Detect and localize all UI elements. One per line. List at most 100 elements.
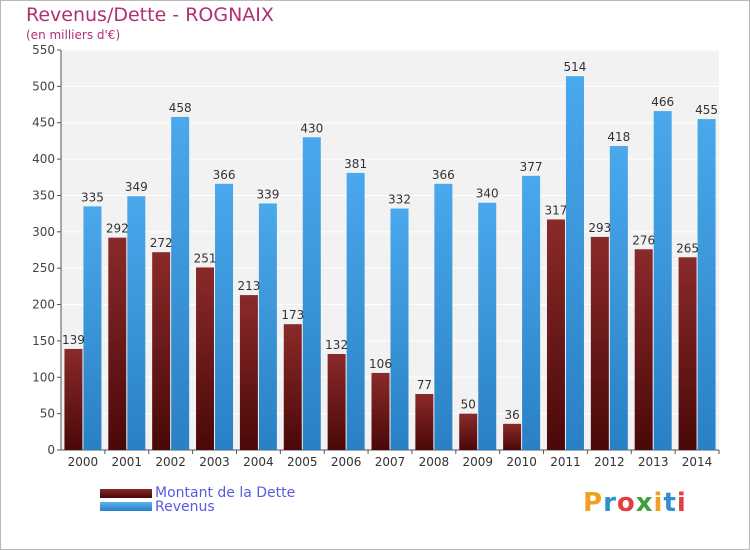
x-tick-label: 2014: [682, 455, 713, 469]
bar-dette: [327, 354, 346, 450]
bar-dette: [371, 372, 390, 450]
bar-dette: [634, 249, 653, 450]
data-label-revenus: 381: [344, 157, 367, 171]
bar-revenus: [258, 203, 277, 450]
x-tick-label: 2007: [375, 455, 406, 469]
data-label-dette: 213: [237, 279, 260, 293]
data-label-dette: 77: [417, 378, 432, 392]
y-tick-label: 0: [47, 443, 55, 457]
data-label-dette: 139: [62, 333, 85, 347]
data-label-revenus: 458: [169, 101, 192, 115]
bar-revenus: [127, 196, 146, 450]
data-label-dette: 36: [504, 408, 519, 422]
data-label-dette: 251: [194, 251, 217, 265]
x-tick-label: 2003: [199, 455, 230, 469]
bar-revenus: [171, 116, 190, 450]
y-tick-label: 250: [32, 261, 55, 275]
x-tick-label: 2012: [594, 455, 625, 469]
data-label-dette: 276: [632, 233, 655, 247]
data-label-revenus: 340: [476, 187, 499, 201]
data-label-dette: 173: [281, 308, 304, 322]
bar-dette: [590, 236, 609, 450]
bar-revenus: [215, 183, 234, 450]
bar-dette: [678, 257, 697, 450]
data-label-revenus: 335: [81, 190, 104, 204]
bar-dette: [239, 295, 258, 450]
data-label-revenus: 455: [695, 103, 718, 117]
data-label-revenus: 430: [300, 121, 323, 135]
data-label-dette: 292: [106, 222, 129, 236]
bar-revenus: [390, 208, 409, 450]
logo-letter: i: [653, 488, 664, 518]
x-tick-label: 2010: [506, 455, 537, 469]
data-label-revenus: 366: [432, 168, 455, 182]
x-tick-label: 2011: [550, 455, 581, 469]
x-tick-label: 2008: [419, 455, 450, 469]
data-label-revenus: 514: [564, 60, 587, 74]
bar-dette: [546, 219, 565, 450]
bar-revenus: [653, 111, 672, 450]
y-tick-label: 400: [32, 152, 55, 166]
bar-dette: [503, 423, 522, 450]
bar-revenus: [478, 202, 497, 450]
bar-revenus: [565, 76, 584, 450]
data-label-revenus: 377: [520, 160, 543, 174]
legend-label-dette: Montant de la Dette: [155, 485, 296, 501]
data-label-dette: 293: [588, 221, 611, 235]
logo-letter: t: [663, 488, 677, 518]
data-label-revenus: 339: [256, 187, 279, 201]
bar-revenus: [697, 119, 716, 450]
proxiti-logo: Proxiti: [583, 488, 687, 518]
logo-letter: o: [616, 488, 636, 518]
bar-dette: [415, 394, 434, 450]
y-tick-label: 50: [40, 407, 55, 421]
bar-revenus: [302, 137, 321, 451]
logo-letter: i: [676, 488, 687, 518]
y-tick-label: 350: [32, 188, 55, 202]
x-tick-label: 2006: [331, 455, 362, 469]
y-tick-label: 550: [32, 43, 55, 57]
y-tick-label: 450: [32, 116, 55, 130]
bar-revenus: [522, 175, 541, 450]
legend-swatch-dette: [100, 489, 152, 498]
legend-swatch-revenus: [100, 502, 152, 511]
y-tick-label: 150: [32, 334, 55, 348]
bar-revenus: [609, 146, 628, 450]
data-label-revenus: 418: [607, 130, 630, 144]
plot-area: [61, 50, 719, 450]
x-tick-label: 2004: [243, 455, 274, 469]
bar-dette: [283, 324, 302, 450]
y-tick-label: 500: [32, 79, 55, 93]
logo-letter: P: [583, 488, 604, 518]
y-tick-label: 300: [32, 225, 55, 239]
logo-letter: r: [603, 488, 617, 518]
bar-dette: [152, 252, 171, 450]
data-label-dette: 265: [676, 241, 699, 255]
bar-dette: [196, 267, 215, 450]
data-label-dette: 106: [369, 357, 392, 371]
x-tick-label: 2013: [638, 455, 669, 469]
y-tick-label: 100: [32, 370, 55, 384]
bar-revenus: [434, 183, 453, 450]
data-label-dette: 50: [461, 398, 476, 412]
bar-revenus: [346, 172, 365, 450]
x-tick-label: 2001: [112, 455, 143, 469]
x-tick-label: 2009: [462, 455, 493, 469]
logo-letter: x: [635, 488, 654, 518]
data-label-dette: 132: [325, 338, 348, 352]
page-title: Revenus/Dette - ROGNAIX: [26, 4, 274, 26]
y-tick-label: 200: [32, 298, 55, 312]
x-tick-label: 2000: [68, 455, 99, 469]
data-label-revenus: 366: [213, 168, 236, 182]
bar-dette: [459, 413, 478, 450]
data-label-revenus: 349: [125, 180, 148, 194]
legend-label-revenus: Revenus: [155, 499, 215, 515]
x-tick-label: 2002: [155, 455, 186, 469]
data-label-dette: 317: [545, 203, 568, 217]
bar-dette: [64, 348, 83, 450]
data-label-revenus: 466: [651, 95, 674, 109]
data-label-revenus: 332: [388, 193, 411, 207]
bar-revenus: [83, 206, 102, 450]
data-label-dette: 272: [150, 236, 173, 250]
